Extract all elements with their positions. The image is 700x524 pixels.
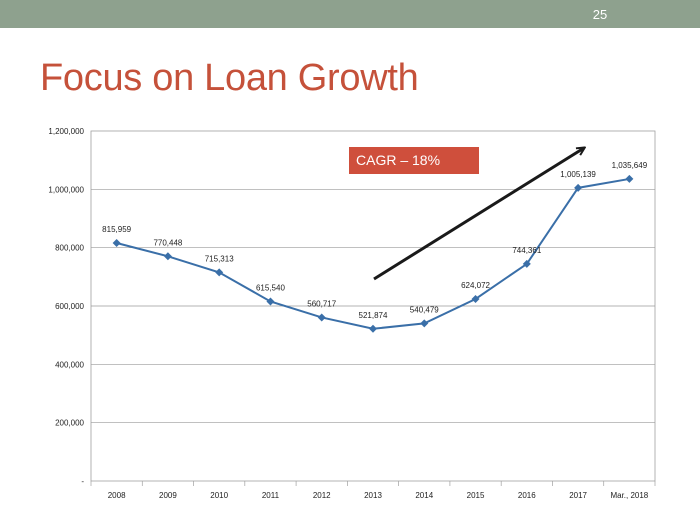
data-label: 560,717	[307, 299, 336, 308]
x-axis-ticks: 2008 2009 2010 2011 2012 2013 2014 2015 2016 2017…	[90, 481, 656, 500]
top-bar	[0, 0, 700, 28]
x-tick-label: 2017	[569, 491, 587, 500]
y-axis-ticks: - 200,000 400,000 600,000 800,000 1,000,000 1,…	[48, 127, 84, 486]
x-tick-label: 2009	[159, 491, 177, 500]
y-tick-label: 1,200,000	[48, 127, 84, 136]
gridlines	[91, 188, 655, 424]
data-point	[266, 297, 275, 306]
data-label: 770,448	[153, 238, 182, 247]
data-point	[215, 268, 224, 277]
x-tick-label: 2013	[364, 491, 382, 500]
x-tick-label: Mar., 2018	[610, 491, 648, 500]
x-tick-label: 2012	[313, 491, 331, 500]
trend-arrow	[373, 148, 584, 281]
y-tick-label: 600,000	[55, 302, 84, 311]
x-tick-label: 2014	[415, 491, 433, 500]
y-tick-label: 200,000	[55, 419, 84, 428]
data-point	[420, 319, 429, 328]
data-point	[163, 252, 172, 261]
data-point	[317, 313, 326, 322]
data-label: 521,874	[359, 311, 388, 320]
data-point	[369, 324, 377, 333]
y-tick-label: -	[81, 477, 84, 486]
data-label: 744,361	[512, 246, 541, 255]
slide-title: Focus on Loan Growth	[40, 57, 419, 99]
data-point	[522, 259, 531, 268]
cagr-callout-box	[349, 147, 479, 174]
x-tick-label: 2016	[518, 491, 536, 500]
data-point	[471, 294, 480, 303]
data-label: 540,479	[410, 305, 439, 314]
data-label: 1,005,139	[560, 170, 596, 179]
data-point	[625, 174, 634, 183]
data-label: 615,540	[256, 283, 285, 292]
x-tick-label: 2008	[108, 491, 126, 500]
y-tick-label: 800,000	[55, 244, 84, 253]
data-label: 815,959	[102, 225, 131, 234]
data-points	[112, 174, 634, 333]
y-tick-label: 400,000	[55, 360, 84, 369]
x-tick-label: 2015	[467, 491, 485, 500]
data-point	[112, 239, 121, 248]
slide-number: 25	[592, 7, 608, 22]
cagr-callout-text: CAGR – 18%	[356, 152, 440, 168]
data-label: 624,072	[461, 281, 490, 290]
y-tick-label: 1,000,000	[48, 185, 84, 194]
x-tick-label: 2010	[210, 491, 228, 500]
data-labels: 815,959 770,448 715,313 615,540 560,717 521,8…	[102, 161, 648, 320]
x-tick-label: 2011	[262, 491, 280, 500]
data-point	[574, 183, 583, 192]
data-label: 715,313	[205, 254, 234, 263]
data-label: 1,035,649	[612, 161, 648, 170]
